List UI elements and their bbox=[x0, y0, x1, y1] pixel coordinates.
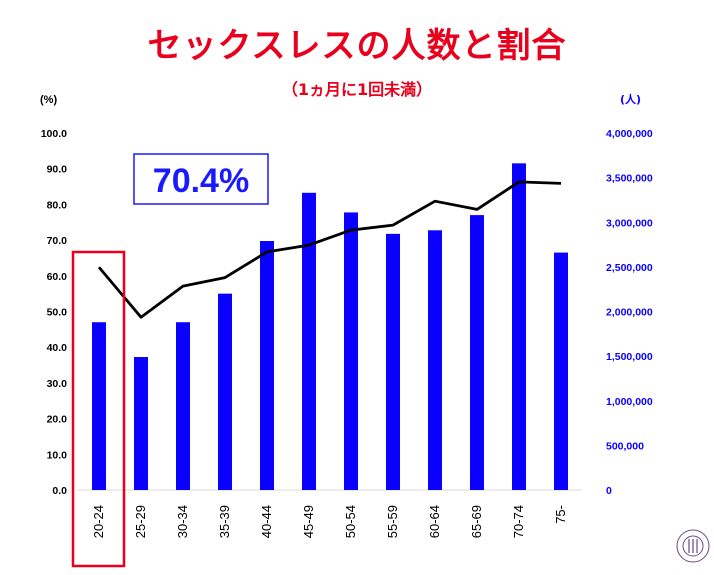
line-group bbox=[97, 180, 562, 319]
left-tick-label: 50.0 bbox=[47, 307, 68, 319]
x-tick-label-45-49: 45-49 bbox=[301, 505, 316, 538]
right-tick-label: 3,000,000 bbox=[606, 217, 653, 229]
ratio-line bbox=[97, 180, 562, 319]
bar-60-64 bbox=[428, 230, 442, 490]
chart-title: セックスレスの人数と割合 bbox=[147, 26, 567, 66]
left-tick-label: 70.0 bbox=[47, 235, 68, 247]
bar-55-59 bbox=[386, 233, 400, 491]
right-tick-label: 2,500,000 bbox=[606, 262, 653, 274]
x-tick-label-55-59: 55-59 bbox=[385, 505, 400, 538]
axes-group: (%) (人) 0.0 10.0 20.0 30.0 40.0 50.0 60.0 70.0 80.… bbox=[40, 92, 653, 497]
bar-70-74 bbox=[512, 163, 526, 490]
bar-30-34 bbox=[176, 322, 190, 490]
x-tick-label-75-: 75- bbox=[553, 505, 568, 524]
left-tick-label: 90.0 bbox=[47, 164, 68, 176]
right-tick-label: 2,000,000 bbox=[606, 307, 653, 319]
x-tick-label-50-54: 50-54 bbox=[343, 505, 358, 538]
right-tick-label: 1,000,000 bbox=[606, 396, 653, 408]
right-tick-label: 3,500,000 bbox=[606, 173, 653, 185]
left-tick-label: 40.0 bbox=[47, 342, 68, 354]
right-axis-unit: (人) bbox=[620, 92, 641, 106]
callout-value: 70.4% bbox=[153, 162, 249, 200]
left-tick-label: 80.0 bbox=[47, 199, 68, 211]
right-tick-label: 1,500,000 bbox=[606, 351, 653, 363]
x-tick-label-70-74: 70-74 bbox=[511, 505, 526, 538]
bar-50-54 bbox=[344, 212, 358, 490]
right-tick-label: 500,000 bbox=[606, 440, 644, 452]
right-tick-label: 0 bbox=[606, 485, 612, 497]
x-tick-label-60-64: 60-64 bbox=[427, 505, 442, 538]
chart-subtitle: （1ヵ月に1回未満） bbox=[281, 80, 433, 99]
bar-35-39 bbox=[218, 293, 232, 490]
bar-20-24 bbox=[92, 322, 106, 490]
left-tick-label: 10.0 bbox=[47, 449, 68, 461]
left-tick-label: 20.0 bbox=[47, 414, 68, 426]
x-tick-label-40-44: 40-44 bbox=[259, 505, 274, 538]
callout-box: 70.4% bbox=[133, 153, 269, 205]
x-tick-label-20-24: 20-24 bbox=[91, 505, 106, 538]
bar-40-44 bbox=[260, 240, 274, 490]
x-tick-labels: 20-24 25-29 30-34 35-39 40-44 45-49 50-54 55-59… bbox=[91, 505, 568, 538]
bar-45-49 bbox=[302, 192, 316, 491]
highlight-box bbox=[71, 250, 126, 568]
x-tick-label-35-39: 35-39 bbox=[217, 505, 232, 538]
left-tick-label: 30.0 bbox=[47, 378, 68, 390]
left-tick-label: 0.0 bbox=[52, 485, 67, 497]
left-axis-unit: (%) bbox=[40, 94, 57, 106]
bars-group bbox=[92, 163, 568, 491]
left-tick-label: 100.0 bbox=[41, 128, 67, 140]
x-tick-label-25-29: 25-29 bbox=[133, 505, 148, 538]
x-tick-label-30-34: 30-34 bbox=[175, 505, 190, 538]
university-seal-logo bbox=[676, 529, 710, 563]
bar-25-29 bbox=[134, 357, 148, 490]
bar-75- bbox=[554, 252, 568, 490]
left-tick-label: 60.0 bbox=[47, 271, 68, 283]
bar-65-69 bbox=[470, 215, 484, 491]
right-tick-label: 4,000,000 bbox=[606, 128, 653, 140]
x-tick-label-65-69: 65-69 bbox=[469, 505, 484, 538]
